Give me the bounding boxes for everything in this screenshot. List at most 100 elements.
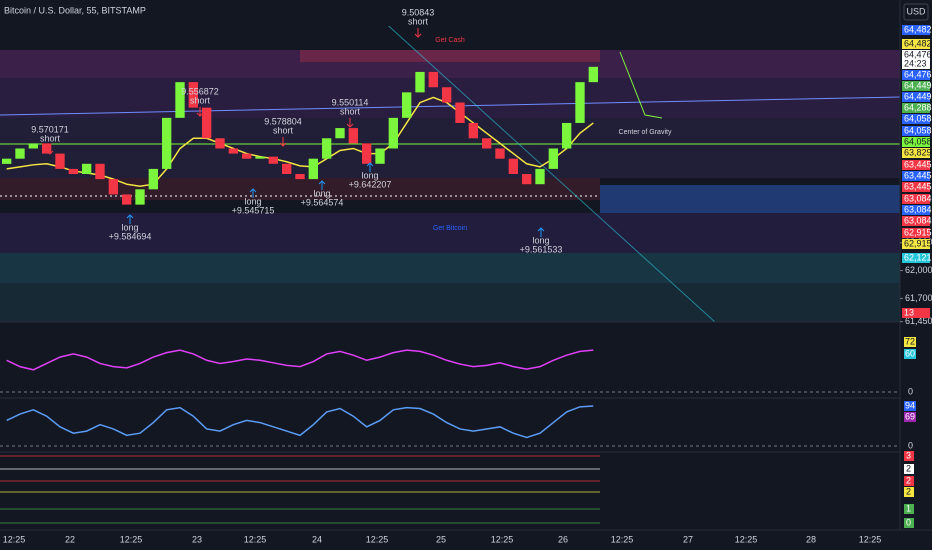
signal-value: 9.550114 [332, 97, 369, 107]
price-label: 64,058 [904, 113, 932, 123]
candle [95, 163, 105, 180]
signal-text: long [121, 222, 138, 232]
candle [228, 148, 238, 154]
value-label: 69 [905, 411, 915, 421]
signal-value: +9.564574 [301, 197, 344, 207]
currency[interactable]: USD [906, 6, 926, 16]
price-label: 63,084 [904, 204, 932, 214]
candle [42, 143, 52, 154]
x-tick-label: 12:25 [366, 534, 389, 544]
price-label-bg [902, 59, 930, 69]
oscillator-line [6, 349, 594, 371]
level-label: Get Cash [435, 37, 465, 44]
candle [162, 117, 172, 169]
price-label-bg [902, 92, 930, 102]
y-tick-label: 62,000 [905, 265, 932, 275]
x-tick-label: 12:25 [491, 534, 514, 544]
long-arrow [366, 162, 374, 172]
long-arrow [318, 180, 326, 190]
price-label-bg [902, 126, 930, 136]
level-label: 2 [906, 463, 911, 473]
price-label: 64,449 [904, 80, 932, 90]
price-label-bg [902, 50, 930, 60]
signal-value: 9.578804 [264, 116, 302, 126]
candle [148, 168, 158, 190]
price-label-bg [902, 205, 930, 215]
symbol-title: Bitcoin / U.S. Dollar, 55, BITSTAMP [4, 5, 146, 15]
candle [108, 179, 118, 195]
price-label: 64,449 [904, 91, 932, 101]
long-arrow [537, 227, 545, 237]
price-label-bg [902, 194, 930, 204]
candle [455, 102, 465, 123]
candle [575, 82, 585, 123]
price-label-bg [902, 103, 930, 113]
candle [175, 82, 185, 118]
price-label: 63,829 [904, 147, 932, 157]
candle [428, 71, 438, 88]
value-label-bg [904, 412, 916, 422]
price-label: 64,058 [904, 136, 932, 146]
price-label: 63,445 [904, 181, 932, 191]
short-arrow [46, 145, 54, 155]
price-label-bg [902, 182, 930, 192]
x-tick-label: 23 [192, 534, 202, 544]
signal-text: long [532, 235, 549, 245]
signal-value: 9.556872 [181, 86, 219, 96]
value-label: 94 [905, 400, 915, 410]
level-label-bg [904, 464, 914, 474]
price-label: 64,482 [904, 24, 932, 34]
stoch-line [6, 405, 594, 439]
price-label-bg [902, 308, 930, 318]
price-label-bg [902, 148, 930, 158]
y-tick-label: 0 [908, 440, 913, 450]
candle [55, 153, 65, 169]
candle [415, 71, 425, 93]
x-tick-label: 25 [436, 534, 446, 544]
x-tick-label: 12:25 [120, 534, 143, 544]
price-label-bg [902, 114, 930, 124]
x-tick-label: 12:25 [735, 534, 758, 544]
candle [348, 128, 358, 144]
long-arrow [249, 188, 257, 198]
price-label-bg [902, 39, 930, 49]
long-arrow [126, 214, 134, 224]
level-label-bg [904, 451, 914, 461]
signal-text: short [340, 106, 361, 116]
short-arrow [414, 28, 422, 38]
price-label-bg [902, 239, 930, 249]
price-label: 63,445 [904, 170, 932, 180]
price-label-bg [902, 25, 930, 35]
candle [548, 148, 558, 169]
candle [135, 189, 145, 205]
price-label-bg [902, 70, 930, 80]
level-label: 2 [906, 486, 911, 496]
candle [442, 87, 452, 103]
candle [362, 143, 372, 164]
currency-button[interactable] [903, 3, 929, 21]
signal-text: long [313, 188, 330, 198]
level-label-bg [904, 504, 914, 514]
signal-text: short [273, 125, 294, 135]
x-tick-label: 12:25 [611, 534, 634, 544]
price-label: 24:23 [904, 58, 927, 68]
candle [482, 138, 492, 149]
signal-text: short [190, 95, 211, 105]
short-arrow [279, 137, 287, 147]
value-label: 60 [905, 348, 915, 358]
signal-text: long [244, 196, 261, 206]
x-tick-label: 12:25 [859, 534, 882, 544]
candle [562, 122, 572, 149]
y-tick-label: 0 [908, 386, 913, 396]
signal-text: short [40, 133, 61, 143]
price-label-bg [902, 171, 930, 181]
value-label-bg [904, 349, 916, 359]
candle [388, 117, 398, 149]
price-pane [2, 66, 598, 205]
candle [82, 163, 92, 174]
price-label: 64,476 [904, 69, 932, 79]
candle [468, 122, 478, 139]
value-label-bg [904, 337, 916, 347]
candle [268, 156, 278, 164]
